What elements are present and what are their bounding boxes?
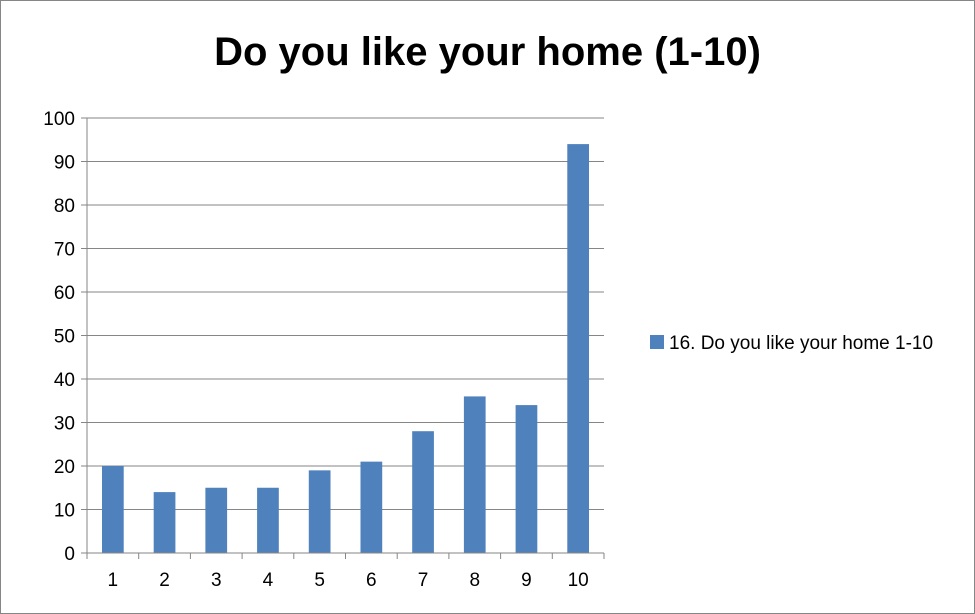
x-tick-label: 2: [159, 570, 170, 591]
bar: [360, 461, 383, 553]
bar: [567, 144, 590, 553]
legend-swatch: [650, 335, 664, 349]
x-tick-label: 7: [418, 570, 429, 591]
y-axis-tick-labels: 0 10 20 30 40 50 60 70 80 90 100: [43, 109, 75, 565]
y-tick-label: 90: [54, 153, 75, 174]
y-tick-label: 100: [43, 109, 75, 130]
bar: [308, 470, 331, 553]
x-tick-label: 3: [211, 570, 222, 591]
bars: [101, 144, 590, 553]
x-tick-label: 9: [521, 570, 532, 591]
y-tick-label: 10: [54, 501, 75, 522]
y-tick-label: 20: [54, 457, 75, 478]
y-tick-label: 0: [64, 544, 75, 565]
y-tick-label: 40: [54, 370, 75, 391]
x-axis-tick-labels: 1 2 3 4 5 6 7 8 9 10: [108, 570, 589, 591]
bar: [257, 487, 279, 553]
x-tick-label: 4: [263, 570, 274, 591]
bar: [412, 431, 434, 553]
y-tick-label: 60: [54, 283, 75, 304]
bar: [101, 466, 124, 553]
y-tick-label: 70: [54, 240, 75, 261]
y-tick-label: 50: [54, 327, 75, 348]
x-tick-label: 8: [469, 570, 480, 591]
chart-title: Do you like your home (1-10): [214, 30, 761, 74]
y-tick-label: 80: [54, 196, 75, 217]
x-tick-label: 1: [108, 570, 119, 591]
y-tick-label: 30: [54, 414, 75, 435]
x-tick-label: 10: [568, 570, 589, 591]
bar: [515, 405, 538, 553]
legend-label: 16. Do you like your home 1-10: [669, 333, 934, 354]
bar: [205, 487, 228, 553]
x-tick-label: 6: [366, 570, 377, 591]
bar: [153, 492, 176, 553]
x-tick-label: 5: [314, 570, 325, 591]
axes: [81, 117, 605, 559]
bar: [463, 396, 486, 553]
